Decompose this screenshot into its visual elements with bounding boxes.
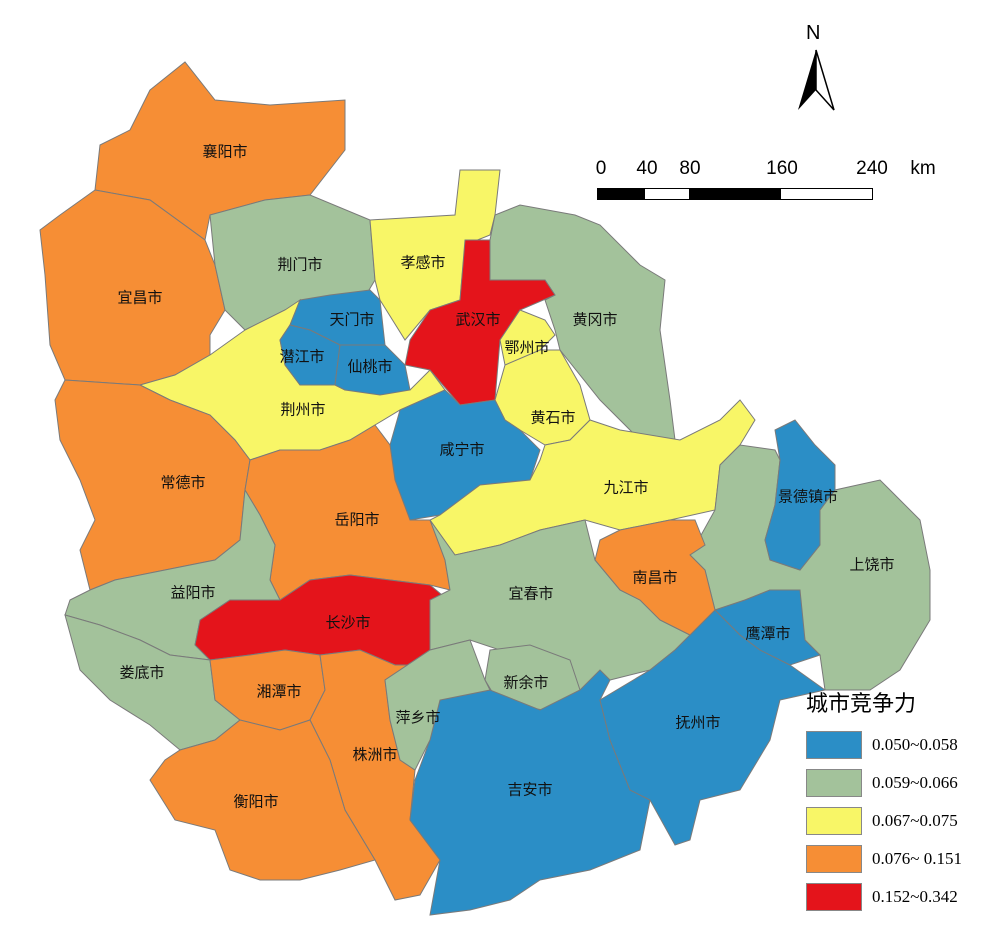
legend-label: 0.076~ 0.151 xyxy=(872,849,962,868)
city-label: 岳阳市 xyxy=(334,511,379,529)
city-label: 宜春市 xyxy=(508,585,553,603)
city-label: 荆门市 xyxy=(277,256,322,274)
legend-label: 0.059~0.066 xyxy=(872,773,958,792)
north-label: N xyxy=(806,22,821,44)
legend-swatch xyxy=(806,807,862,835)
city-label: 抚州市 xyxy=(675,714,720,732)
city-label: 益阳市 xyxy=(170,584,215,602)
city-label: 九江市 xyxy=(603,479,648,497)
scale-tick: 240 xyxy=(856,158,888,179)
legend-swatch xyxy=(806,845,862,873)
city-label: 萍乡市 xyxy=(395,709,440,727)
city-label: 天门市 xyxy=(329,311,374,329)
legend-label: 0.152~0.342 xyxy=(872,887,958,906)
city-label: 新余市 xyxy=(503,674,548,692)
city-label: 鹰潭市 xyxy=(745,625,790,643)
city-region xyxy=(409,669,651,916)
city-region xyxy=(149,719,376,881)
city-region xyxy=(594,519,716,636)
city-region xyxy=(279,324,341,386)
legend-swatch xyxy=(806,731,862,759)
city-label: 株洲市 xyxy=(352,746,397,764)
city-label: 潜江市 xyxy=(279,348,324,366)
city-region xyxy=(384,639,491,771)
city-label: 襄阳市 xyxy=(202,143,247,161)
scale-unit: km xyxy=(910,158,936,179)
city-label: 长沙市 xyxy=(325,614,370,632)
scale-tick: 160 xyxy=(766,158,798,179)
north-arrow-icon xyxy=(798,49,835,111)
legend-title: 城市竞争力 xyxy=(806,692,917,717)
legend-swatch xyxy=(806,769,862,797)
legend-label: 0.067~0.075 xyxy=(872,811,958,830)
city-region xyxy=(714,589,821,666)
city-region xyxy=(334,344,411,396)
legend-item: 0.059~0.066 xyxy=(806,764,962,802)
city-label: 景德镇市 xyxy=(778,488,838,506)
scale-bar-graphic xyxy=(597,188,873,200)
city-label: 黄冈市 xyxy=(572,311,617,329)
city-label: 衡阳市 xyxy=(233,793,278,811)
city-label: 上饶市 xyxy=(849,556,894,574)
scale-bar: 0 40 80 160 240 km xyxy=(595,158,937,208)
city-label: 常德市 xyxy=(160,474,205,492)
city-label: 荆州市 xyxy=(280,401,325,419)
city-label: 南昌市 xyxy=(632,569,677,587)
city-label: 吉安市 xyxy=(507,781,552,799)
city-label: 咸宁市 xyxy=(439,441,484,459)
legend-item: 0.076~ 0.151 xyxy=(806,840,962,878)
scale-tick: 40 xyxy=(636,158,658,179)
legend-swatch xyxy=(806,883,862,911)
city-region xyxy=(764,419,836,571)
legend-item: 0.067~0.075 xyxy=(806,802,962,840)
legend-item: 0.050~0.058 xyxy=(806,726,962,764)
city-label: 宜昌市 xyxy=(117,289,162,307)
city-label: 湘潭市 xyxy=(256,683,301,701)
city-label: 仙桃市 xyxy=(347,358,392,376)
city-label: 武汉市 xyxy=(455,311,500,329)
scale-tick: 80 xyxy=(679,158,701,179)
legend: 城市竞争力 0.050~0.058 0.059~0.066 0.067~0.075 0… xyxy=(806,686,962,916)
city-label: 孝感市 xyxy=(400,254,445,272)
city-label: 鄂州市 xyxy=(504,339,549,357)
scale-tick: 0 xyxy=(595,158,607,179)
city-label: 黄石市 xyxy=(530,409,575,427)
city-label: 娄底市 xyxy=(119,664,164,682)
legend-item: 0.152~0.342 xyxy=(806,878,962,916)
legend-label: 0.050~0.058 xyxy=(872,735,958,754)
